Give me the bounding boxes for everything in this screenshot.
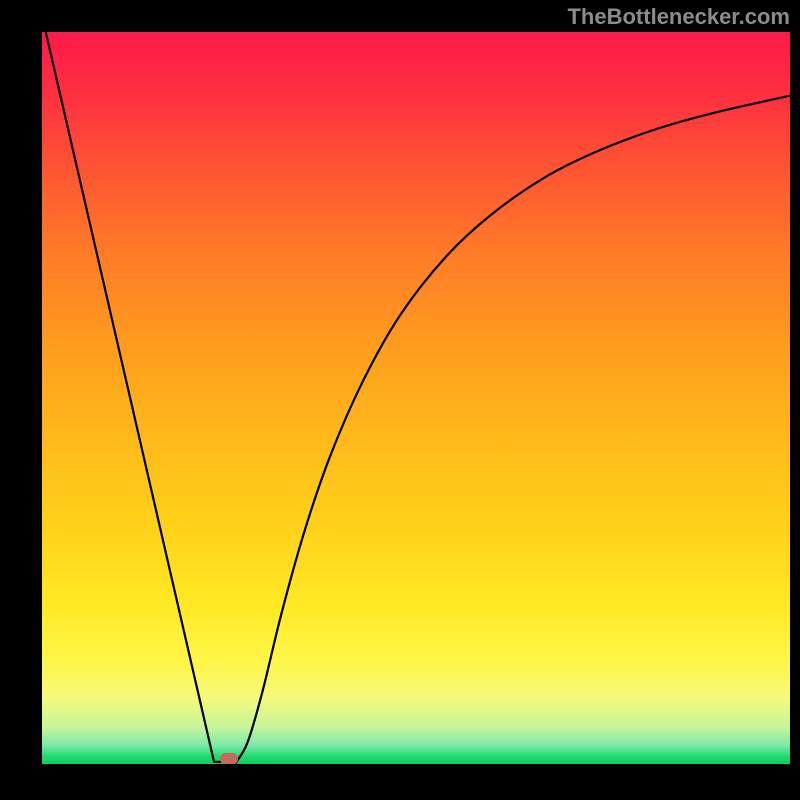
watermark-text: TheBottlenecker.com [567, 4, 790, 30]
bottleneck-curve-path [46, 32, 790, 763]
bottleneck-curve-chart [42, 32, 790, 764]
plot-area [42, 32, 790, 764]
canvas: TheBottlenecker.com [0, 0, 800, 800]
optimal-point-marker [220, 753, 238, 764]
